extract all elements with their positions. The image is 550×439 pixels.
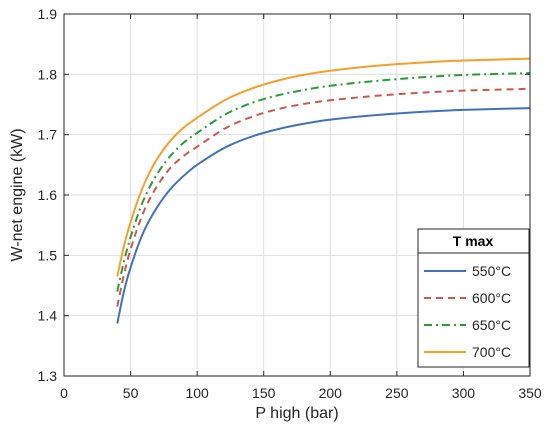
x-tick-label: 150 xyxy=(252,385,276,401)
series-layer xyxy=(116,57,531,324)
y-axis-label: W-net engine (kW) xyxy=(9,128,26,261)
grid xyxy=(64,14,530,376)
series-line-3 xyxy=(116,72,531,292)
x-axis-label: P high (bar) xyxy=(255,405,338,422)
legend-title: T max xyxy=(453,233,494,249)
y-tick-label: 1.5 xyxy=(38,247,58,263)
x-tick-label: 200 xyxy=(319,385,343,401)
y-axis-ticks: 1.3 1.4 1.5 1.6 1.7 1.8 1.9 xyxy=(38,6,530,384)
y-tick-label: 1.3 xyxy=(38,368,58,384)
legend-items: 550°C 600°C 650°C 700°C xyxy=(424,263,511,360)
legend: T max 550°C 600°C 650°C 700°C xyxy=(417,228,530,368)
y-tick-label: 1.9 xyxy=(38,6,58,22)
legend-label-1: 550°C xyxy=(472,263,511,279)
series-line-1 xyxy=(116,107,531,324)
x-tick-label: 100 xyxy=(185,385,209,401)
series-line-2 xyxy=(116,87,531,307)
x-tick-label: 350 xyxy=(518,385,542,401)
series-line-4 xyxy=(116,57,531,277)
x-tick-label: 250 xyxy=(385,385,409,401)
x-tick-label: 300 xyxy=(452,385,476,401)
y-tick-label: 1.4 xyxy=(38,308,58,324)
x-tick-label: 0 xyxy=(60,385,68,401)
y-tick-label: 1.7 xyxy=(38,127,58,143)
y-tick-label: 1.6 xyxy=(38,187,58,203)
legend-label-4: 700°C xyxy=(472,344,511,360)
y-tick-label: 1.8 xyxy=(38,66,58,82)
legend-label-2: 600°C xyxy=(472,290,511,306)
legend-label-3: 650°C xyxy=(472,317,511,333)
x-axis-ticks: 0 50 100 150 200 250 300 350 xyxy=(60,14,542,401)
x-tick-label: 50 xyxy=(123,385,139,401)
